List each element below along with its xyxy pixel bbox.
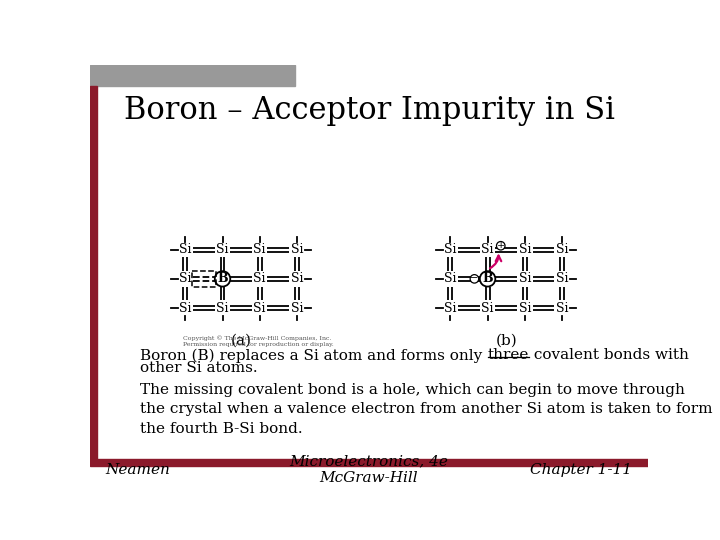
Text: covalent bonds with: covalent bonds with [529, 348, 689, 362]
Text: Si: Si [518, 243, 531, 256]
Text: Si: Si [444, 302, 456, 315]
Text: Si: Si [291, 243, 303, 256]
Text: (b): (b) [495, 334, 517, 347]
Text: The missing covalent bond is a hole, which can begin to move through
the crystal: The missing covalent bond is a hole, whi… [140, 383, 713, 436]
Text: −: − [470, 274, 479, 284]
Circle shape [497, 241, 505, 250]
Text: Chapter 1-11: Chapter 1-11 [531, 463, 632, 477]
Text: Si: Si [253, 243, 266, 256]
Circle shape [480, 271, 495, 287]
Text: Si: Si [444, 243, 456, 256]
Text: other Si atoms.: other Si atoms. [140, 361, 258, 375]
Text: Si: Si [179, 302, 192, 315]
Text: Si: Si [482, 243, 494, 256]
Text: Si: Si [518, 302, 531, 315]
Bar [192, 271, 215, 287]
Text: Si: Si [444, 272, 456, 285]
Text: Si: Si [518, 272, 531, 285]
Text: Si: Si [482, 302, 494, 315]
Bar [90, 65, 295, 86]
Text: Microelectronics, 4e
McGraw-Hill: Microelectronics, 4e McGraw-Hill [289, 454, 449, 485]
Text: Boron – Acceptor Impurity in Si: Boron – Acceptor Impurity in Si [124, 96, 614, 126]
Text: Si: Si [291, 272, 303, 285]
Text: Boron (B) replaces a Si atom and forms only: Boron (B) replaces a Si atom and forms o… [140, 348, 487, 362]
Circle shape [470, 275, 479, 283]
Text: Neamen: Neamen [106, 463, 171, 477]
Text: Si: Si [179, 243, 192, 256]
Text: (a): (a) [230, 334, 251, 347]
Text: Si: Si [556, 302, 568, 315]
Text: +: + [497, 241, 505, 250]
Text: Si: Si [253, 302, 266, 315]
Text: Si: Si [179, 272, 192, 285]
Text: Si: Si [216, 302, 229, 315]
Text: B: B [217, 272, 228, 285]
Circle shape [215, 271, 230, 287]
Bar [90, 86, 97, 459]
Text: Si: Si [253, 272, 266, 285]
Text: B: B [482, 272, 493, 285]
Bar [90, 459, 648, 466]
Text: Si: Si [291, 302, 303, 315]
Text: Si: Si [216, 243, 229, 256]
Text: Copyright © The McGraw-Hill Companies, Inc.
Permission required for reproduction: Copyright © The McGraw-Hill Companies, I… [183, 336, 334, 347]
Text: Si: Si [556, 243, 568, 256]
Text: Si: Si [556, 272, 568, 285]
Text: three: three [487, 348, 529, 362]
